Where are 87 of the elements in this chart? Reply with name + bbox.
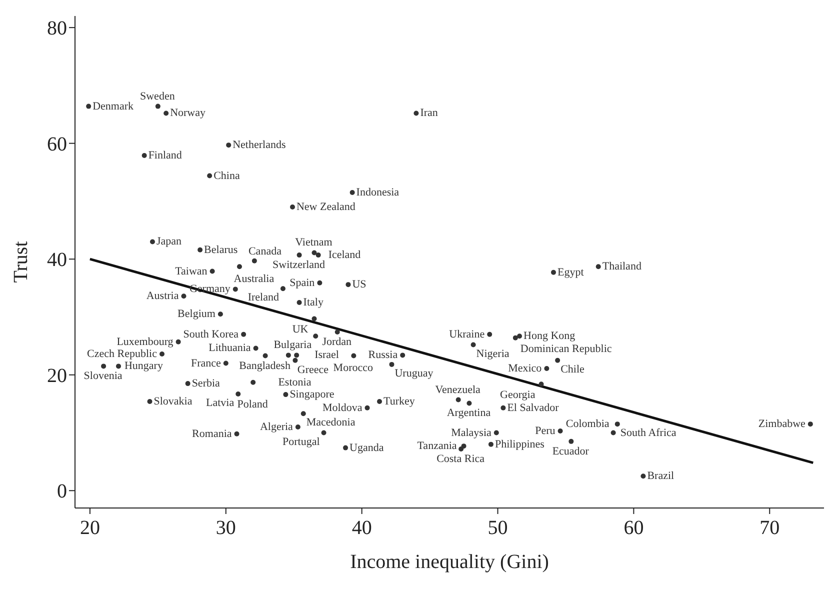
data-label: UK bbox=[292, 324, 308, 336]
x-tick-label: 70 bbox=[760, 517, 780, 540]
data-label: Luxembourg bbox=[116, 336, 174, 348]
data-label: Denmark bbox=[92, 100, 134, 112]
data-label: Greece bbox=[297, 364, 329, 376]
y-tick-label: 40 bbox=[47, 249, 67, 272]
data-label: Philippines bbox=[494, 438, 544, 450]
data-label: Spain bbox=[290, 276, 316, 289]
data-label: Lithuania bbox=[208, 342, 251, 354]
data-label: Taiwan bbox=[175, 265, 208, 278]
data-label: Estonia bbox=[278, 376, 312, 388]
data-label: Zimbabwe bbox=[758, 418, 806, 430]
data-label: Macedonia bbox=[306, 416, 356, 429]
data-label: Malaysia bbox=[451, 426, 492, 439]
data-label: Netherlands bbox=[232, 139, 286, 152]
data-label: Sweden bbox=[140, 90, 176, 102]
data-label: Belgium bbox=[178, 308, 216, 320]
data-label: Uganda bbox=[350, 442, 384, 454]
data-label: US bbox=[352, 278, 366, 291]
y-tick-label: 80 bbox=[47, 18, 67, 40]
data-label: Italy bbox=[303, 296, 324, 309]
y-tick-label: 20 bbox=[47, 364, 67, 387]
data-label: Morocco bbox=[333, 362, 374, 374]
data-label: Slovakia bbox=[154, 395, 192, 408]
data-label: Bangladesh bbox=[239, 360, 291, 372]
data-label: Algeria bbox=[260, 420, 294, 433]
data-label: Canada bbox=[248, 246, 282, 258]
data-label: Belarus bbox=[204, 244, 238, 256]
x-tick-label: 20 bbox=[80, 517, 100, 540]
data-label: Russia bbox=[368, 349, 398, 362]
data-label: Serbia bbox=[192, 378, 220, 390]
data-label: Jordan bbox=[322, 336, 352, 348]
data-label: Uruguay bbox=[394, 367, 434, 380]
data-label: Bulgaria bbox=[274, 339, 312, 352]
data-label: New Zealand bbox=[296, 201, 356, 214]
data-label: Austria bbox=[146, 290, 179, 302]
data-label: Slovenia bbox=[84, 370, 122, 382]
data-label: South Korea bbox=[183, 328, 239, 340]
data-label: Ecuador bbox=[552, 445, 590, 458]
data-label: Nigeria bbox=[476, 348, 510, 360]
data-label: Brazil bbox=[647, 470, 674, 482]
data-label: Thailand bbox=[602, 260, 642, 273]
data-label: Argentina bbox=[446, 407, 491, 420]
data-label: Latvia bbox=[206, 396, 234, 409]
x-tick-label: 60 bbox=[624, 517, 644, 540]
data-label: Tanzania bbox=[417, 440, 457, 452]
data-label: Venezuela bbox=[435, 384, 481, 396]
x-tick-label: 40 bbox=[352, 517, 372, 540]
data-label: Romania bbox=[192, 428, 232, 440]
data-label: Norway bbox=[170, 107, 206, 120]
data-label: Dominican Republic bbox=[520, 342, 612, 355]
data-label: Vietnam bbox=[295, 236, 333, 249]
data-label: Israel bbox=[314, 349, 340, 362]
data-label: Hong Kong bbox=[524, 330, 576, 342]
data-label: Australia bbox=[234, 272, 274, 285]
x-tick-label: 50 bbox=[488, 517, 508, 540]
data-label: Iran bbox=[420, 107, 438, 120]
data-label: Singapore bbox=[290, 388, 334, 401]
data-label: Egypt bbox=[557, 266, 584, 278]
data-label: Moldova bbox=[322, 402, 362, 414]
y-tick-label: 0 bbox=[57, 480, 67, 503]
data-label: El Salvador bbox=[507, 402, 560, 414]
data-label: Portugal bbox=[282, 436, 320, 448]
data-label: France bbox=[190, 357, 222, 370]
data-label: China bbox=[214, 170, 240, 182]
data-label: Chile bbox=[560, 363, 585, 376]
data-label: Georgia bbox=[500, 389, 536, 402]
data-label: Costa Rica bbox=[436, 452, 485, 465]
data-label: Switzerland bbox=[272, 259, 326, 272]
data-label: Turkey bbox=[383, 395, 416, 408]
data-label: Ukraine bbox=[449, 328, 485, 340]
data-label: Mexico bbox=[508, 362, 542, 375]
data-label: South Africa bbox=[620, 427, 676, 440]
x-axis-title: Income inequality (Gini) bbox=[350, 551, 549, 573]
data-label: Ireland bbox=[248, 292, 280, 304]
data-label: Hungary bbox=[124, 360, 164, 372]
x-tick-label: 30 bbox=[216, 517, 236, 540]
data-label: Japan bbox=[156, 236, 182, 248]
y-axis-title: Trust bbox=[10, 240, 32, 283]
data-label: Indonesia bbox=[356, 186, 400, 199]
data-label: Finland bbox=[148, 149, 182, 162]
data-label: Colombia bbox=[566, 418, 610, 430]
data-label: Czech Republic bbox=[87, 348, 158, 360]
y-tick-label: 60 bbox=[47, 133, 67, 156]
data-label: Iceland bbox=[328, 249, 362, 262]
data-label: Poland bbox=[237, 398, 268, 410]
data-label: Peru bbox=[535, 425, 556, 438]
